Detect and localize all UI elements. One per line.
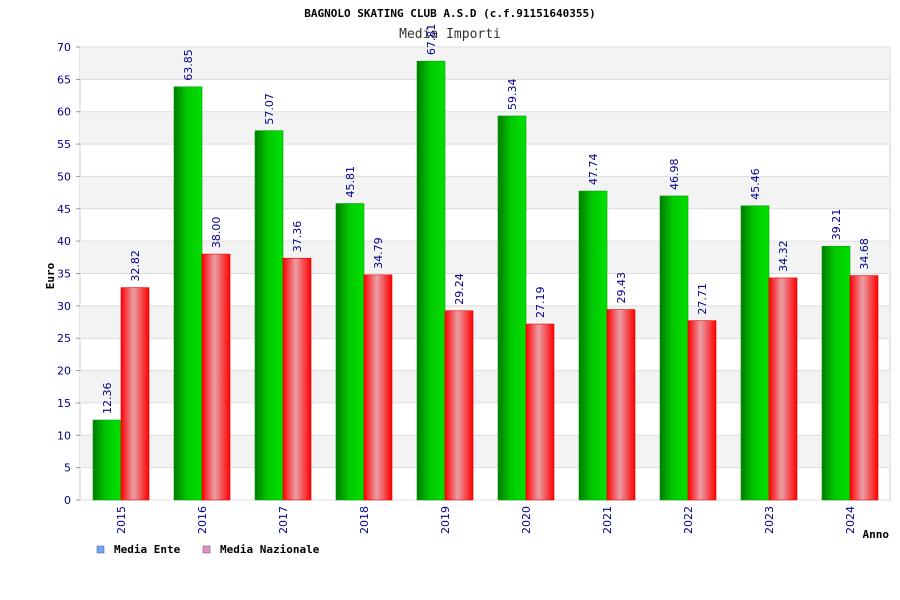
bar-media-ente-2019 xyxy=(416,60,446,501)
data-label-media-ente-2022: 46.98 xyxy=(668,158,681,190)
legend-label-media-ente: Media Ente xyxy=(114,543,181,556)
data-label-media-nazionale-2015: 32.82 xyxy=(129,250,142,282)
y-tick-label: 60 xyxy=(57,106,71,119)
bar-media-nazionale-2024 xyxy=(849,275,879,501)
bar-media-nazionale-2020 xyxy=(525,323,555,501)
x-tick-label-2018: 2018 xyxy=(358,506,371,534)
bar-media-ente-2016 xyxy=(173,86,203,501)
bar-media-nazionale-2019 xyxy=(444,310,474,501)
bar-media-ente-2017 xyxy=(254,130,284,501)
x-tick-label-2017: 2017 xyxy=(277,506,290,534)
chart-subtitle: Media Importi xyxy=(399,27,501,42)
bar-media-ente-2021 xyxy=(578,190,608,501)
y-tick-label: 45 xyxy=(57,203,71,216)
y-tick-label: 25 xyxy=(57,332,71,345)
legend: Media Ente Media Nazionale xyxy=(96,543,320,556)
legend-label-media-nazionale: Media Nazionale xyxy=(220,543,320,556)
x-tick-label-2022: 2022 xyxy=(682,506,695,534)
y-tick-label: 15 xyxy=(57,397,71,410)
y-tick-label: 30 xyxy=(57,300,71,313)
bar-media-nazionale-2023 xyxy=(768,277,798,501)
x-tick-label-2021: 2021 xyxy=(601,506,614,534)
data-label-media-nazionale-2018: 34.79 xyxy=(372,237,385,269)
y-tick-label: 55 xyxy=(57,138,71,151)
legend-swatch-media-ente xyxy=(96,545,105,554)
x-axis-label: Anno xyxy=(863,528,890,541)
data-label-media-ente-2020: 59.34 xyxy=(506,78,519,110)
data-label-media-ente-2018: 45.81 xyxy=(344,166,357,198)
data-label-media-nazionale-2019: 29.24 xyxy=(453,273,466,305)
y-tick-label: 50 xyxy=(57,170,71,183)
grid-band xyxy=(80,176,890,209)
bar-media-ente-2023 xyxy=(740,205,770,501)
bar-media-nazionale-2021 xyxy=(606,309,636,501)
bar-media-ente-2018 xyxy=(335,203,365,501)
bar-media-ente-2022 xyxy=(659,195,689,501)
bar-media-nazionale-2015 xyxy=(120,287,150,501)
grid-band xyxy=(80,111,890,145)
y-tick-label: 10 xyxy=(57,429,71,442)
legend-swatch-media-nazionale xyxy=(202,545,211,554)
y-tick-label: 5 xyxy=(64,462,71,475)
bar-media-nazionale-2022 xyxy=(687,320,717,501)
data-label-media-nazionale-2022: 27.71 xyxy=(696,283,709,315)
y-tick-label: 20 xyxy=(57,365,71,378)
data-label-media-nazionale-2023: 34.32 xyxy=(777,240,790,272)
y-tick-label: 65 xyxy=(57,73,71,86)
data-label-media-ente-2024: 39.21 xyxy=(830,209,843,241)
data-label-media-nazionale-2017: 37.36 xyxy=(291,221,304,253)
data-label-media-ente-2023: 45.46 xyxy=(749,168,762,200)
data-label-media-ente-2016: 63.85 xyxy=(182,49,195,81)
data-label-media-nazionale-2024: 34.68 xyxy=(858,238,871,270)
chart-title: BAGNOLO SKATING CLUB A.S.D (c.f.91151640… xyxy=(304,7,595,20)
data-label-media-nazionale-2020: 27.19 xyxy=(534,287,547,319)
bars: 12.36 32.82 63.85 38.00 57.07 37.36 45.81 34.79… xyxy=(92,24,879,501)
y-tick-label: 70 xyxy=(57,41,71,54)
data-label-media-ente-2019: 67.81 xyxy=(425,24,438,56)
data-label-media-ente-2017: 57.07 xyxy=(263,93,276,125)
x-tick-label-2023: 2023 xyxy=(763,506,776,534)
data-label-media-nazionale-2016: 38.00 xyxy=(210,217,223,249)
bar-media-nazionale-2018 xyxy=(363,274,393,501)
y-tick-label: 35 xyxy=(57,268,71,281)
x-tick-label-2024: 2024 xyxy=(844,506,857,534)
bar-media-nazionale-2016 xyxy=(201,253,231,501)
x-tick-label-2015: 2015 xyxy=(115,506,128,534)
bar-media-ente-2020 xyxy=(497,115,527,501)
data-label-media-ente-2015: 12.36 xyxy=(101,383,114,415)
bar-media-ente-2015 xyxy=(92,419,122,501)
y-axis-ticks: 0 5 10 15 20 25 30 35 40 45 50 55 60 65 70 xyxy=(57,41,80,507)
data-label-media-ente-2021: 47.74 xyxy=(587,154,600,186)
grid-band xyxy=(80,47,890,80)
y-tick-label: 40 xyxy=(57,235,71,248)
bar-media-nazionale-2017 xyxy=(282,257,312,501)
bar-media-ente-2024 xyxy=(821,245,851,501)
x-tick-label-2019: 2019 xyxy=(439,506,452,534)
x-axis-ticks: 2015 2016 2017 2018 2019 2020 2021 2022 2023 2024 xyxy=(115,506,857,534)
x-tick-label-2020: 2020 xyxy=(520,506,533,534)
y-tick-label: 0 xyxy=(64,494,71,507)
y-axis-label: Euro xyxy=(44,262,57,289)
x-tick-label-2016: 2016 xyxy=(196,506,209,534)
data-label-media-nazionale-2021: 29.43 xyxy=(615,272,628,304)
